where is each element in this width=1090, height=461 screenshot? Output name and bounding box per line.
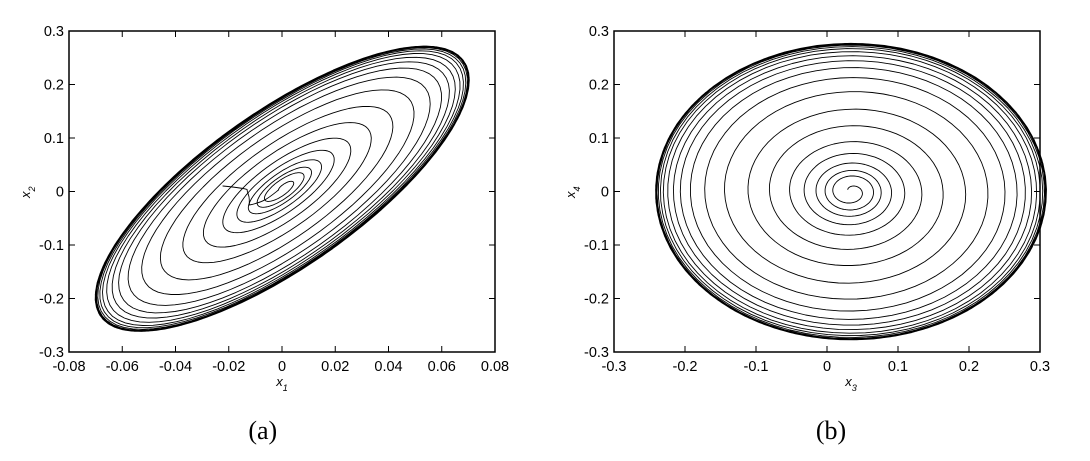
svg-text:-0.08: -0.08 — [52, 359, 85, 375]
svg-text:-0.1: -0.1 — [744, 359, 769, 375]
svg-text:0.1: 0.1 — [888, 359, 908, 375]
svg-text:0.2: 0.2 — [44, 78, 64, 94]
svg-text:0.06: 0.06 — [428, 359, 456, 375]
svg-text:0.3: 0.3 — [589, 24, 609, 40]
svg-text:0.1: 0.1 — [44, 131, 64, 147]
svg-text:-0.06: -0.06 — [106, 359, 139, 375]
svg-text:0.3: 0.3 — [1030, 359, 1050, 375]
svg-text:0.02: 0.02 — [321, 359, 349, 375]
svg-text:0: 0 — [278, 359, 286, 375]
svg-text:-0.1: -0.1 — [39, 238, 64, 254]
svg-text:0.08: 0.08 — [481, 359, 509, 375]
svg-text:-0.02: -0.02 — [212, 359, 245, 375]
svg-text:0: 0 — [56, 185, 64, 201]
svg-text:0.2: 0.2 — [589, 78, 609, 94]
svg-text:-0.3: -0.3 — [39, 345, 64, 361]
svg-text:-0.2: -0.2 — [673, 359, 698, 375]
svg-text:0.04: 0.04 — [374, 359, 402, 375]
svg-text:-0.2: -0.2 — [584, 292, 609, 308]
svg-text:-0.2: -0.2 — [39, 292, 64, 308]
svg-text:0.2: 0.2 — [959, 359, 979, 375]
svg-text:0: 0 — [823, 359, 831, 375]
svg-text:0.1: 0.1 — [589, 131, 609, 147]
svg-text:-0.3: -0.3 — [584, 345, 609, 361]
svg-text:-0.04: -0.04 — [159, 359, 192, 375]
svg-text:-0.3: -0.3 — [602, 359, 627, 375]
svg-text:-0.1: -0.1 — [584, 238, 609, 254]
svg-text:0.3: 0.3 — [44, 24, 64, 40]
svg-text:0: 0 — [601, 185, 609, 201]
